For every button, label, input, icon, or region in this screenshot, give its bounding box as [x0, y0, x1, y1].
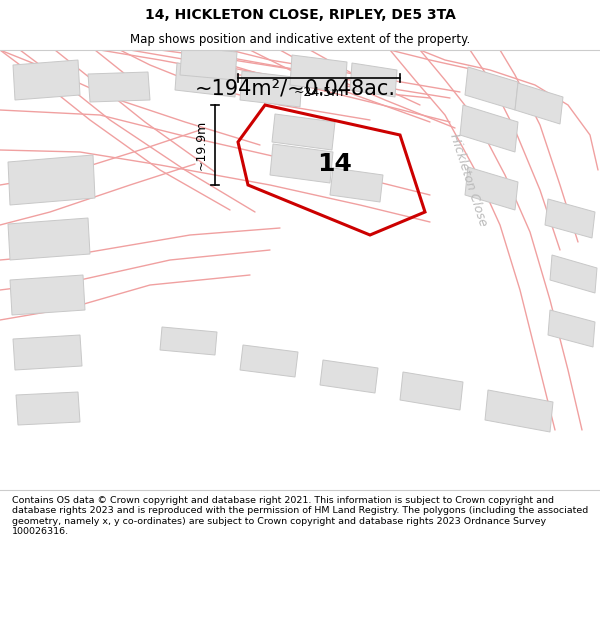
Polygon shape	[320, 360, 378, 393]
Text: 14: 14	[317, 152, 352, 176]
Polygon shape	[16, 392, 80, 425]
Polygon shape	[400, 372, 463, 410]
Polygon shape	[465, 67, 518, 110]
Text: 14, HICKLETON CLOSE, RIPLEY, DE5 3TA: 14, HICKLETON CLOSE, RIPLEY, DE5 3TA	[145, 8, 455, 22]
Polygon shape	[160, 327, 217, 355]
Polygon shape	[88, 72, 150, 102]
Text: Map shows position and indicative extent of the property.: Map shows position and indicative extent…	[130, 32, 470, 46]
Polygon shape	[13, 335, 82, 370]
Polygon shape	[548, 310, 595, 347]
Polygon shape	[545, 199, 595, 238]
Polygon shape	[350, 63, 397, 97]
Text: ~24.5m: ~24.5m	[294, 86, 344, 99]
Text: ~19.9m: ~19.9m	[194, 120, 208, 170]
Polygon shape	[290, 55, 347, 92]
Text: Hickleton Close: Hickleton Close	[447, 132, 489, 228]
Polygon shape	[175, 63, 237, 97]
Polygon shape	[485, 390, 553, 432]
Polygon shape	[180, 47, 237, 80]
Polygon shape	[240, 345, 298, 377]
Polygon shape	[465, 167, 518, 210]
Polygon shape	[240, 71, 302, 107]
Polygon shape	[270, 144, 333, 183]
Polygon shape	[13, 60, 80, 100]
Polygon shape	[8, 218, 90, 260]
Polygon shape	[10, 275, 85, 315]
Polygon shape	[515, 83, 563, 124]
Text: Contains OS data © Crown copyright and database right 2021. This information is : Contains OS data © Crown copyright and d…	[12, 496, 588, 536]
Text: ~194m²/~0.048ac.: ~194m²/~0.048ac.	[194, 78, 395, 98]
Polygon shape	[272, 114, 335, 150]
Polygon shape	[550, 255, 597, 293]
Polygon shape	[460, 105, 518, 152]
Polygon shape	[8, 155, 95, 205]
Polygon shape	[330, 168, 383, 202]
